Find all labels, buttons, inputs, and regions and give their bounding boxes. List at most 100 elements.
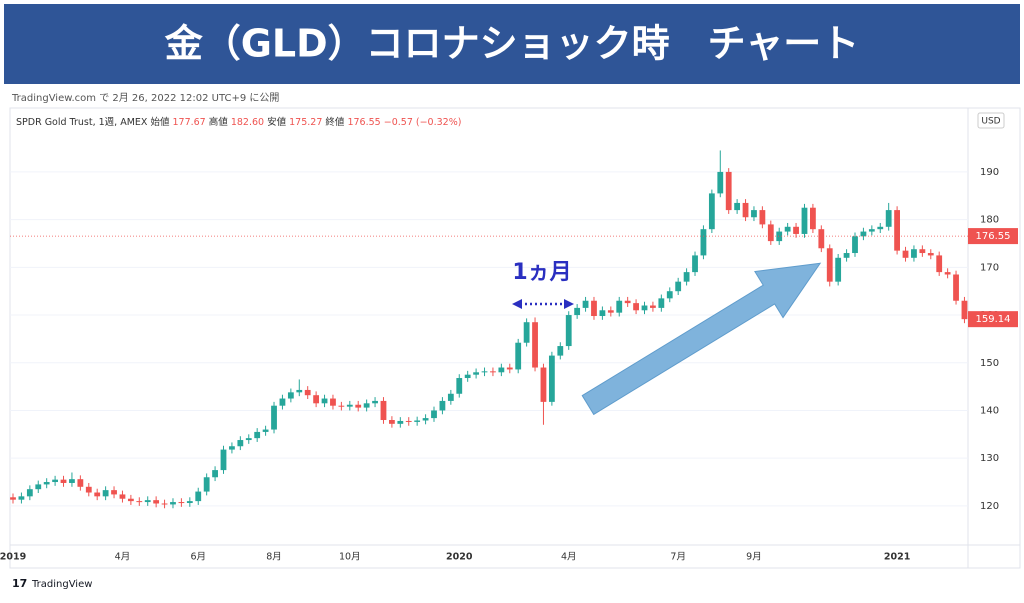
- grid: [10, 171, 968, 507]
- candle-body: [380, 400, 387, 421]
- legend-value: 176.55: [347, 117, 380, 128]
- legend-value: 177.67: [172, 117, 205, 128]
- candle-body: [944, 272, 951, 275]
- candle-body: [422, 418, 429, 421]
- candle-body: [464, 374, 471, 379]
- chart-title: 金（GLD）コロナショック時 チャート: [164, 22, 860, 66]
- candle-body: [902, 250, 909, 258]
- candle-body: [127, 498, 134, 502]
- candles: [10, 150, 968, 509]
- candle-body: [936, 255, 943, 273]
- candle-body: [102, 490, 109, 497]
- legend-change: −0.57 (−0.32%): [384, 117, 462, 128]
- candle-body: [111, 490, 117, 495]
- chart-frame: [9, 107, 1021, 569]
- trend-arrow: [581, 262, 822, 416]
- candle-body: [515, 342, 522, 370]
- candle-body: [835, 257, 842, 282]
- last-price-label: 159.14: [976, 314, 1011, 325]
- candle-body: [683, 272, 690, 282]
- candle-body: [868, 229, 875, 232]
- candle-body: [523, 322, 530, 343]
- x-tick-label: 7月: [670, 552, 686, 563]
- candle-body: [708, 193, 715, 230]
- candle-body: [826, 248, 833, 282]
- candle-body: [843, 253, 850, 258]
- candle-body: [692, 255, 698, 273]
- candle-body: [548, 355, 555, 402]
- candle-body: [599, 310, 606, 317]
- candle-body: [793, 226, 799, 234]
- candle-body: [405, 420, 412, 422]
- candle-body: [229, 446, 235, 450]
- candle-body: [10, 497, 16, 500]
- candle-body: [414, 420, 421, 422]
- candle-body: [330, 398, 336, 406]
- candle-body: [650, 305, 656, 308]
- legend-field: 終値: [325, 116, 345, 128]
- y-tick-label: 190: [980, 167, 999, 178]
- x-tick-label: 4月: [115, 552, 131, 563]
- candle-body: [296, 389, 303, 393]
- title-banner: [4, 4, 1020, 84]
- candle-body: [220, 449, 227, 471]
- candle-body: [389, 420, 395, 424]
- annotation: 1ヵ月: [512, 260, 571, 285]
- price-line-label: 176.55: [976, 231, 1011, 242]
- currency-box: [977, 112, 1005, 129]
- svg-text:17: 17: [12, 577, 27, 590]
- candle-body: [26, 489, 33, 497]
- brand: TradingView: [31, 579, 92, 590]
- candle-body: [346, 404, 353, 407]
- candle-body: [313, 395, 320, 404]
- candle-body: [725, 171, 732, 211]
- candle-body: [591, 300, 597, 317]
- candle-body: [170, 502, 176, 505]
- candle-body: [473, 372, 479, 375]
- candle-body: [447, 393, 454, 401]
- candle-body: [490, 371, 496, 373]
- candle-body: [700, 229, 707, 256]
- candle-body: [355, 404, 362, 408]
- candle-body: [212, 470, 218, 478]
- legend-field: 高値: [209, 116, 229, 128]
- candle-body: [894, 210, 900, 251]
- candle-body: [161, 503, 168, 505]
- x-tick-label: 2020: [446, 552, 473, 563]
- candle-body: [144, 500, 151, 503]
- candle-body: [77, 479, 84, 487]
- legend-value: 182.60: [231, 117, 264, 128]
- candle-body: [717, 171, 724, 194]
- candle-body: [304, 389, 311, 396]
- x-tick-label: 8月: [266, 552, 282, 563]
- candle-body: [927, 253, 934, 256]
- candle-body: [119, 494, 126, 499]
- candle-body: [607, 310, 614, 313]
- candle-body: [540, 367, 547, 402]
- candle-body: [94, 492, 101, 497]
- candle-body: [439, 400, 446, 411]
- candle-body: [271, 405, 277, 430]
- legend-field: 始値: [150, 116, 170, 128]
- candle-body: [919, 249, 926, 254]
- candle-body: [911, 249, 917, 258]
- x-tick-label: 4月: [561, 552, 577, 563]
- candle-body: [860, 231, 867, 237]
- candle-body: [616, 300, 623, 313]
- legend-value: 175.27: [289, 117, 322, 128]
- candle-body: [624, 300, 631, 304]
- candle-body: [532, 322, 538, 368]
- candle-body: [565, 315, 572, 347]
- candle-body: [195, 491, 202, 502]
- candle-body: [734, 202, 741, 211]
- candle-body: [85, 486, 92, 493]
- candle-body: [961, 300, 968, 320]
- candle-body: [801, 207, 808, 234]
- y-tick-label: 140: [980, 405, 999, 416]
- candle-body: [818, 229, 825, 249]
- x-tick-label: 10月: [339, 552, 361, 563]
- y-tick-label: 120: [980, 501, 999, 512]
- candle-body: [338, 405, 345, 407]
- candle-body: [186, 501, 193, 504]
